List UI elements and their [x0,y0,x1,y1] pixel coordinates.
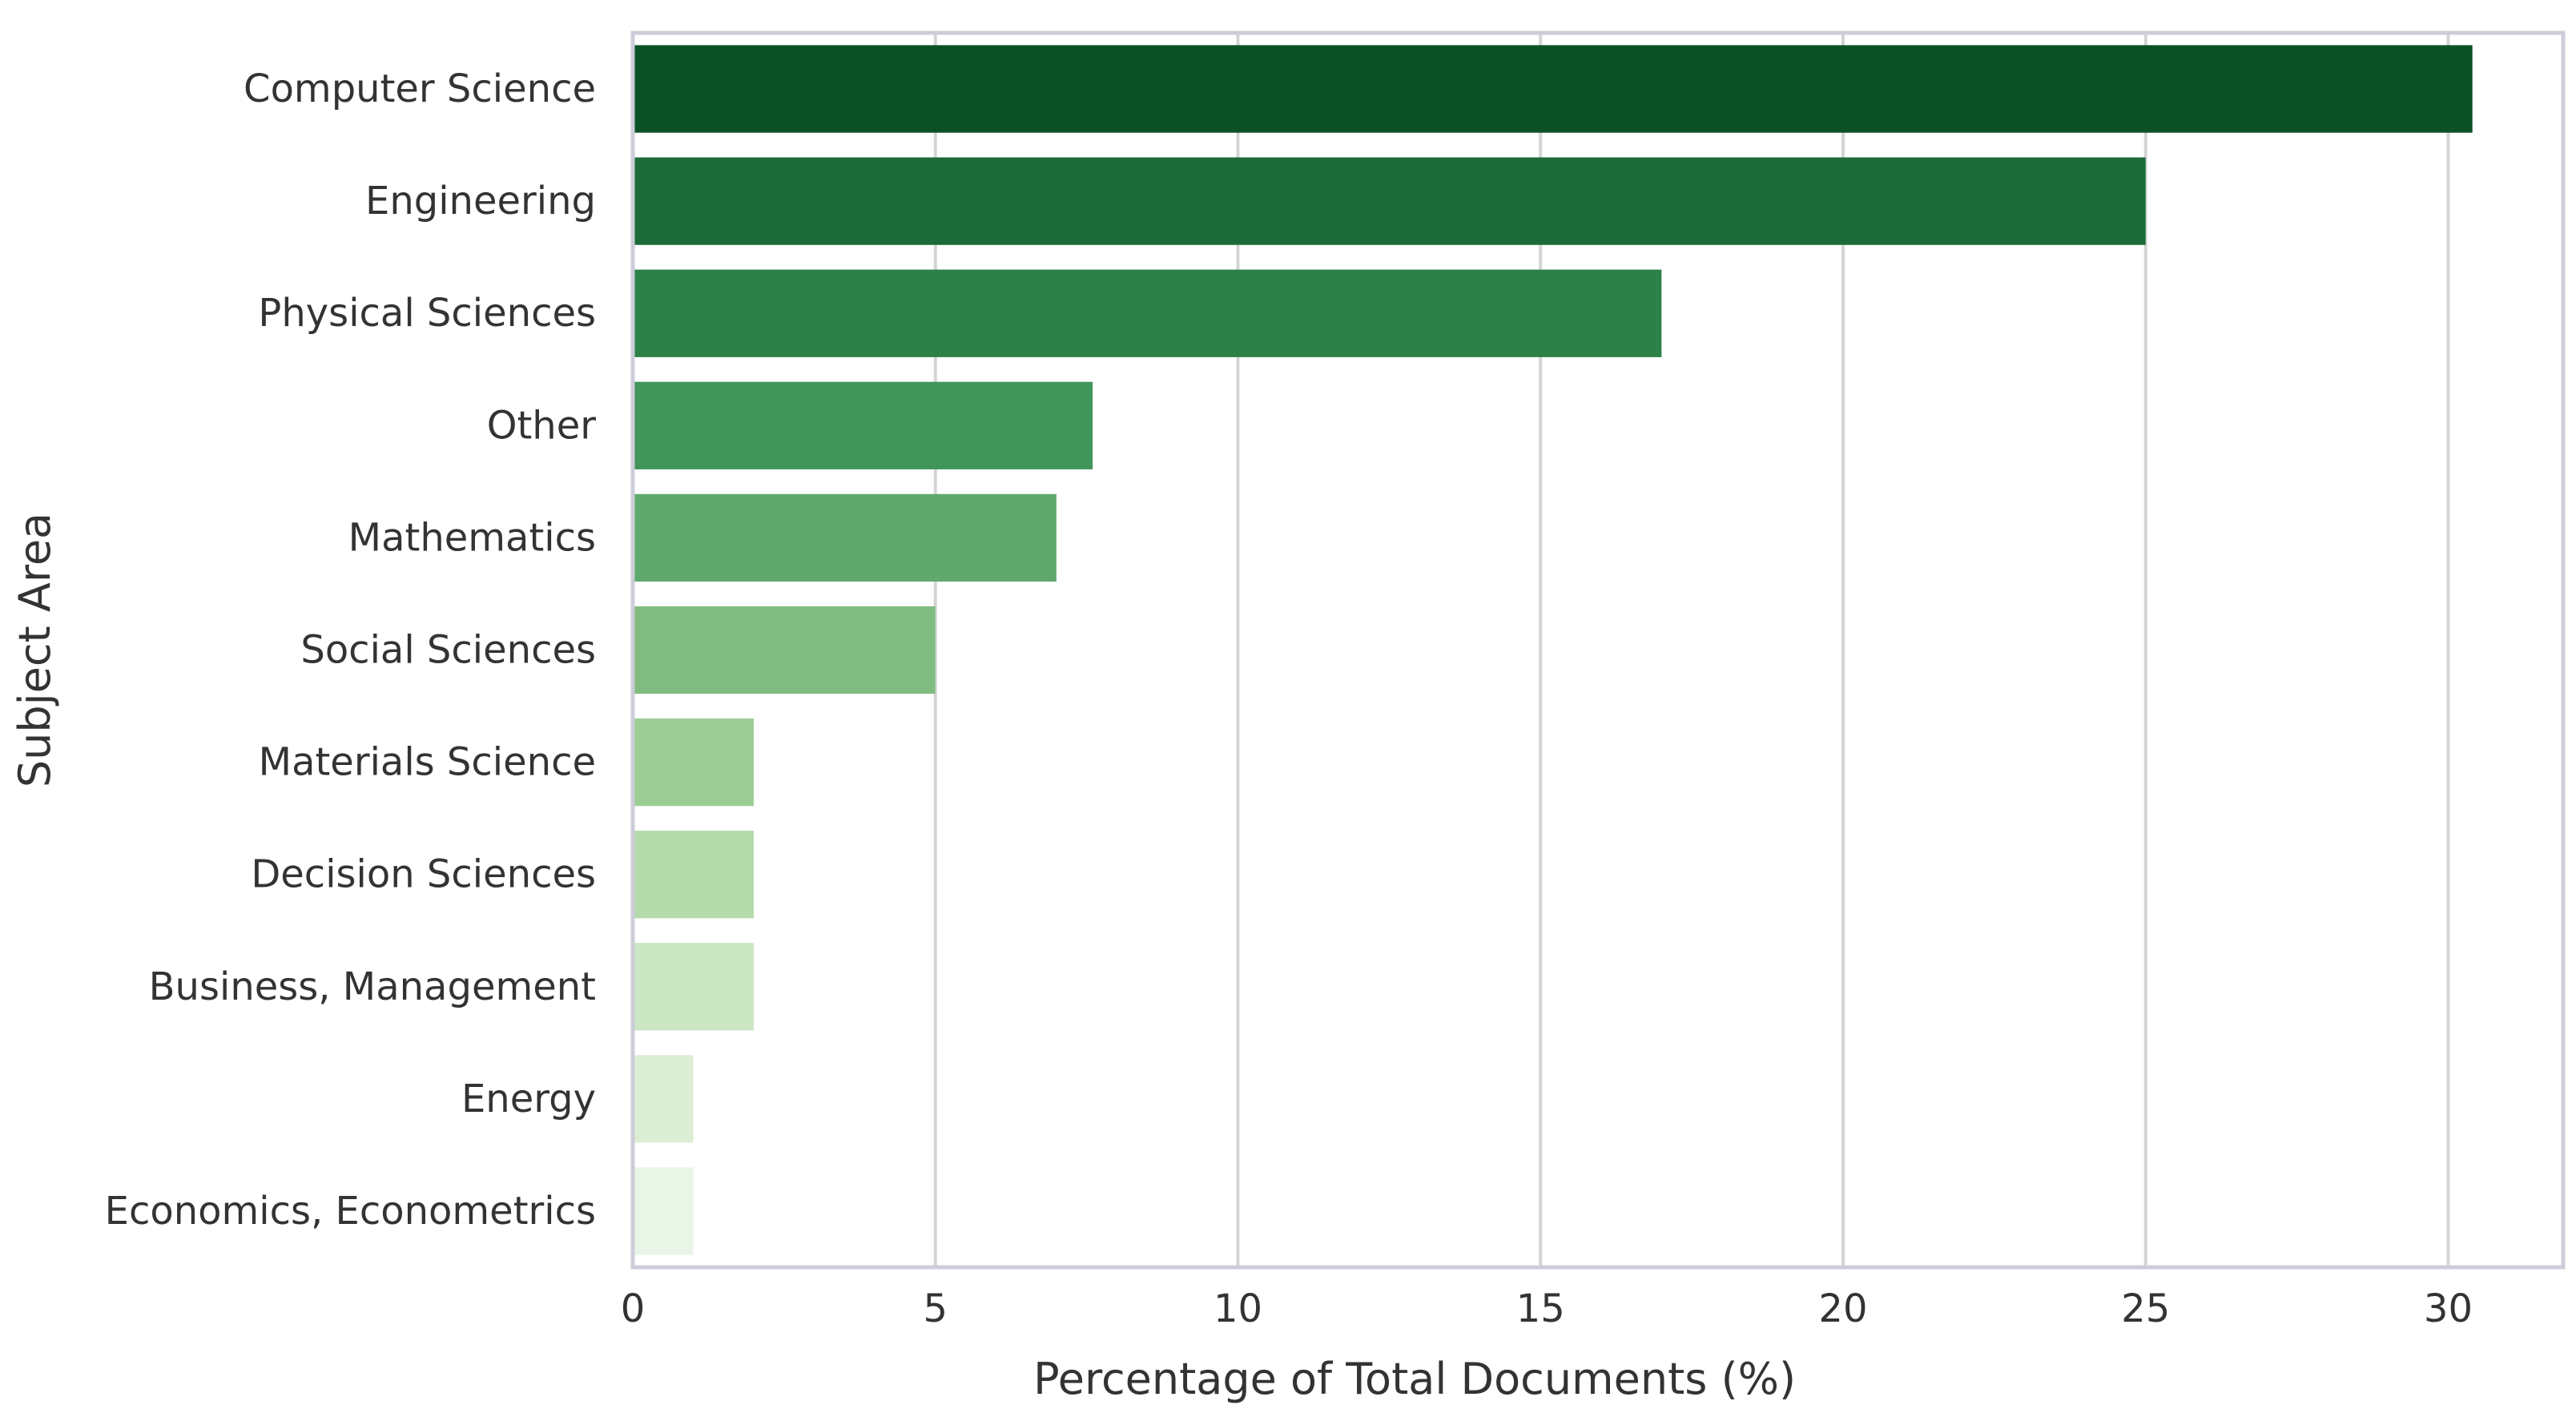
x-tick-label: 5 [923,1286,948,1331]
x-tick-label: 15 [1516,1286,1565,1331]
y-tick-labels: Computer Science Engineering Physical Scie… [105,66,597,1234]
y-tick-label: Other [487,403,597,448]
x-tick-labels: 0 5 10 15 20 25 30 [621,1286,2473,1331]
bar-social-sciences [633,606,936,694]
bar-energy [633,1055,694,1143]
x-tick-label: 25 [2121,1286,2170,1331]
bar-mathematics [633,493,1057,582]
bar-computer-science [633,45,2473,133]
x-tick-label: 20 [1818,1286,1867,1331]
bar-business-management [633,943,755,1031]
bar-other [633,381,1093,469]
x-tick-label: 0 [621,1286,646,1331]
plot-frame [630,30,2566,1270]
y-tick-label: Computer Science [244,66,596,111]
y-tick-label: Economics, Econometrics [105,1189,596,1234]
y-tick-label: Decision Sciences [251,852,596,897]
bars [633,45,2473,1255]
x-axis-title: Percentage of Total Documents (%) [1033,1354,1796,1404]
y-tick-label: Energy [461,1077,596,1121]
y-tick-label: Physical Sciences [258,291,596,336]
bar-physical-sciences [633,269,1662,357]
x-tick-label: 10 [1214,1286,1262,1331]
y-tick-label: Engineering [365,179,596,223]
y-axis-title: Subject Area [10,513,60,787]
y-tick-label: Business, Management [149,964,596,1009]
y-tick-label: Mathematics [348,515,596,560]
x-tick-label: 30 [2424,1286,2473,1331]
y-tick-label: Materials Science [259,740,596,785]
bar-economics-econometrics [633,1167,694,1255]
bar-materials-science [633,718,755,807]
y-tick-label: Social Sciences [300,628,596,673]
bar-decision-sciences [633,831,755,919]
bar-engineering [633,157,2146,245]
